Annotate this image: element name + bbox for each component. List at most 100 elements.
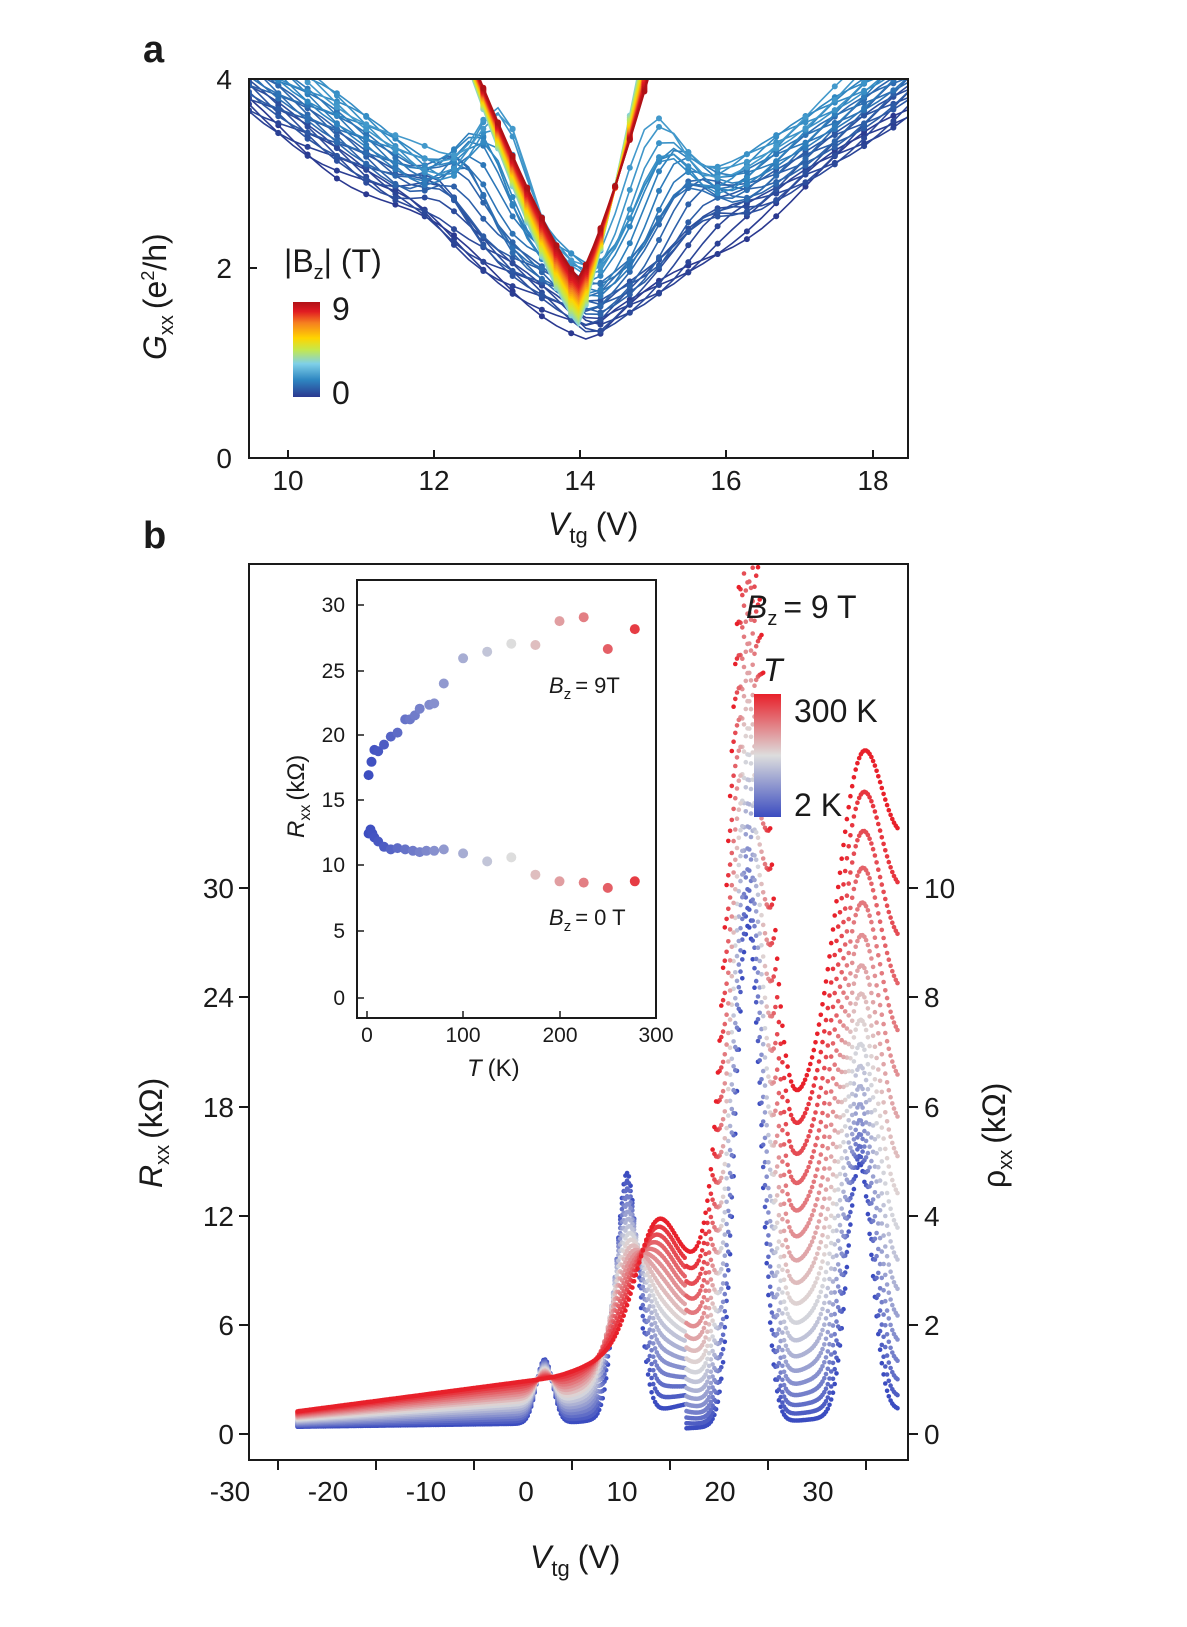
a-data-point (597, 225, 604, 232)
b-data-point (787, 1250, 792, 1255)
b-data-point (729, 1152, 735, 1158)
a-data-point (714, 213, 721, 220)
a-data-point (714, 208, 721, 215)
b-data-point (834, 1144, 839, 1150)
b-data-point (870, 1218, 876, 1224)
a-colorbar-title: |Bz| (T) (284, 243, 382, 284)
b-data-point (741, 749, 747, 754)
b-data-point (877, 1308, 883, 1313)
a-data-point (773, 186, 780, 193)
b-data-point (858, 1154, 864, 1160)
a-data-point (773, 163, 780, 170)
b-data-point (822, 1389, 827, 1395)
b-data-point (780, 1243, 785, 1248)
b-data-point (623, 1244, 628, 1249)
a-data-point (304, 98, 311, 105)
b-data-point (705, 1314, 710, 1319)
b-data-point (834, 1201, 839, 1207)
b-data-point (652, 1372, 658, 1378)
b-data-point (863, 1027, 869, 1033)
b-data-point (651, 1293, 656, 1298)
b-data-point (701, 1339, 707, 1345)
b-data-point (729, 1029, 735, 1035)
b-data-point (651, 1341, 656, 1346)
b-data-point (879, 1159, 885, 1164)
b-data-point (858, 1118, 864, 1123)
b-data-point (863, 1138, 869, 1144)
b-data-point (705, 1356, 710, 1362)
a-data-point (861, 135, 868, 142)
b-data-point (837, 1222, 843, 1228)
a-data-point (861, 93, 868, 100)
b-data-point (726, 1285, 731, 1290)
b-data-point (837, 1289, 843, 1294)
b-data-point (842, 1194, 848, 1200)
b-data-point (766, 1074, 771, 1079)
b-data-point (888, 1365, 893, 1371)
b-data-point (881, 1288, 886, 1293)
b-data-point (785, 1268, 790, 1274)
a-data-point (743, 196, 750, 203)
b-data-point (872, 1137, 878, 1142)
a-data-point (275, 105, 282, 112)
b-data-point (876, 1164, 881, 1170)
b-data-point (734, 953, 740, 959)
b-data-point (848, 1209, 853, 1215)
b-data-point (839, 1069, 844, 1075)
a-data-point (656, 140, 662, 147)
b-data-point (626, 1188, 632, 1193)
b-data-point (846, 1013, 851, 1018)
b-data-point (849, 1112, 855, 1118)
a-ytick-label: 4 (216, 64, 232, 95)
b-data-point (774, 1246, 780, 1251)
b-data-point (874, 1275, 879, 1281)
b-data-point (649, 1348, 654, 1353)
b-data-point (774, 1193, 780, 1198)
b-data-point (849, 1203, 855, 1208)
b-data-point (888, 1239, 893, 1244)
b-data-point (766, 1233, 771, 1238)
b-data-point (832, 1215, 837, 1221)
b-data-point (776, 1263, 782, 1269)
b-data-point (815, 1251, 820, 1257)
b-data-point (626, 1195, 632, 1200)
b-data-point (881, 1170, 886, 1176)
b-data-point (849, 1149, 855, 1154)
a-data-point (597, 302, 604, 309)
b-data-point (724, 1199, 729, 1205)
b-data-point (651, 1304, 656, 1309)
a-data-point (802, 114, 809, 120)
b-data-point (760, 1094, 766, 1100)
a-data-point (333, 126, 340, 133)
b-data-point (870, 1123, 876, 1128)
a-data-point (743, 169, 750, 176)
b-data-point (830, 1376, 836, 1382)
b-data-point (832, 1290, 837, 1295)
b-data-point (891, 1307, 897, 1312)
b-data-point (851, 1120, 857, 1125)
b-data-point (738, 925, 743, 931)
b-data-point (647, 1340, 653, 1345)
a-data-point (509, 194, 516, 200)
b-data-point (881, 1261, 886, 1267)
b-data-point (645, 1270, 651, 1276)
b-data-point (876, 1221, 881, 1226)
b-data-point (830, 1342, 836, 1348)
b-data-point (628, 1218, 633, 1223)
b-data-point (705, 1389, 710, 1394)
b-data-point (747, 888, 752, 893)
b-data-point (776, 1387, 782, 1392)
b-data-point (872, 1214, 878, 1219)
a-data-point (773, 158, 780, 165)
b-data-point (860, 1121, 865, 1127)
b-data-point (823, 1355, 829, 1360)
b-data-point (884, 1155, 890, 1161)
b-data-point (740, 824, 745, 829)
a-data-point (392, 159, 399, 166)
b-data-point (640, 1302, 646, 1308)
b-data-point (774, 1348, 780, 1354)
b-data-point (712, 1287, 717, 1292)
b-data-point (753, 1000, 759, 1005)
a-data-point (333, 167, 340, 174)
b-data-point (895, 1337, 900, 1342)
